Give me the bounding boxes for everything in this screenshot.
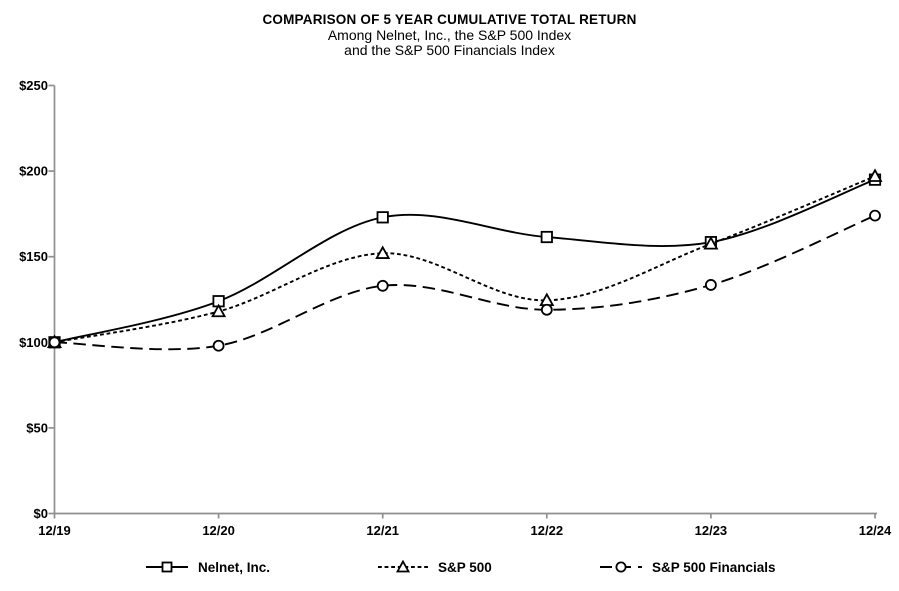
x-tick-label: 12/20: [202, 523, 235, 538]
marker-triangle: [867, 168, 883, 182]
legend-label-sp500-financials: S&P 500 Financials: [652, 559, 776, 575]
marker-triangle: [703, 236, 719, 250]
chart-title-block: COMPARISON OF 5 YEAR CUMULATIVE TOTAL RE…: [0, 12, 899, 59]
legend-solid-line-square-icon: [146, 561, 188, 573]
legend-label-nelnet: Nelnet, Inc.: [198, 559, 271, 575]
legend-label-sp500: S&P 500: [438, 559, 492, 575]
marker-triangle: [211, 303, 227, 318]
y-tick-label: $150: [19, 249, 48, 264]
legend-item-nelnet: Nelnet, Inc.: [146, 558, 270, 576]
series-line-1: [54, 175, 876, 344]
axis-lines: [53, 85, 877, 515]
marker-square: [540, 230, 553, 244]
x-tick-label: 12/23: [695, 523, 728, 538]
series-line-2: [54, 214, 876, 351]
series-line-0: [54, 178, 876, 344]
marker-triangle: [375, 245, 391, 259]
marker-circle: [705, 279, 717, 291]
legend-item-sp500-financials: S&P 500 Financials: [600, 558, 776, 576]
chart-subtitle-line1: Among Nelnet, Inc., the S&P 500 Index: [327, 26, 572, 43]
x-tick-label: 12/19: [38, 523, 71, 538]
marker-square: [376, 211, 389, 224]
y-tick-label: $250: [19, 78, 48, 93]
y-tick-label: $100: [19, 335, 48, 350]
y-tick-label: $0: [34, 506, 48, 521]
x-tick-label: 12/22: [531, 523, 564, 538]
marker-circle: [212, 339, 225, 352]
chart-title: COMPARISON OF 5 YEAR CUMULATIVE TOTAL RE…: [262, 12, 637, 27]
y-tick-label: $200: [19, 164, 48, 179]
marker-circle: [376, 279, 389, 292]
legend-dotted-line-triangle-icon: [378, 560, 428, 573]
legend-dashed-line-circle-icon: [600, 561, 642, 573]
marker-circle: [869, 209, 881, 222]
marker-circle: [48, 336, 61, 349]
x-tick-label: 12/24: [859, 523, 892, 538]
y-tick-label: $50: [26, 420, 48, 435]
x-tick-label: 12/21: [366, 523, 399, 538]
marker-circle: [540, 303, 553, 316]
legend-item-sp500: S&P 500: [378, 558, 492, 576]
chart-subtitle-line2: and the S&P 500 Financials Index: [344, 42, 555, 58]
